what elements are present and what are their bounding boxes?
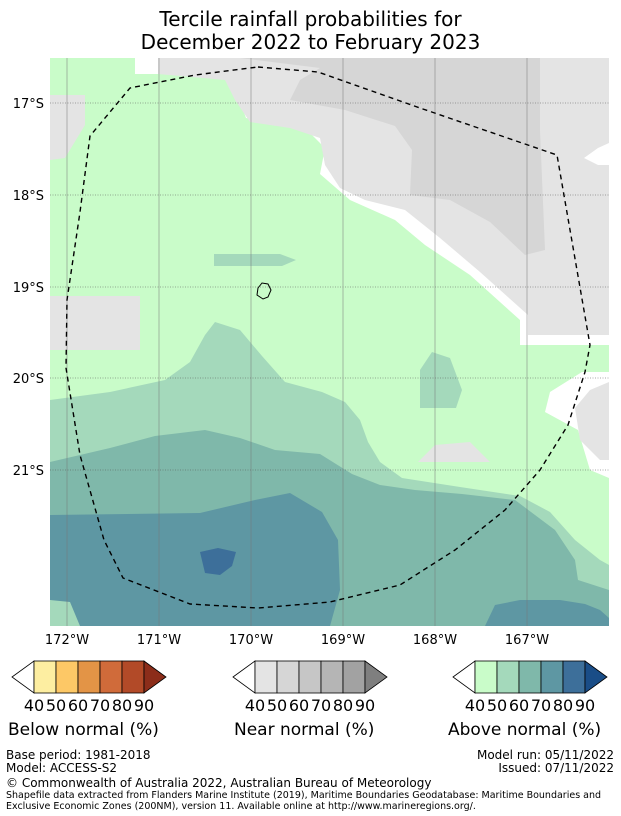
below-segment [77, 660, 101, 694]
above-normal-label: Above normal (%) [448, 720, 602, 740]
near-tick-40: 40 [245, 696, 265, 715]
above-50-patch-north [214, 254, 296, 266]
above-segment [562, 660, 586, 694]
base-period-text: Base period: 1981-2018 [6, 748, 151, 762]
lon-label-168w: 168°W [413, 633, 457, 648]
below-tick-70: 70 [90, 696, 110, 715]
above-normal-colorbar [452, 660, 608, 694]
island-outline [256, 282, 272, 300]
below-normal-label: Below normal (%) [8, 720, 159, 740]
above-70-region-south-east [485, 600, 609, 626]
below-tick-50: 50 [46, 696, 66, 715]
shapefile-credit-line-1: Shapefile data extracted from Flanders M… [6, 790, 602, 801]
below-tick-90: 90 [134, 696, 154, 715]
model-text: Model: ACCESS-S2 [6, 761, 118, 775]
below-segment [99, 660, 123, 694]
above-tick-90: 90 [575, 696, 595, 715]
lat-label-20s: 20°S [13, 372, 44, 387]
above-segment [496, 660, 520, 694]
near-segment [298, 660, 322, 694]
near-low-extension [232, 660, 256, 694]
above-tick-60: 60 [509, 696, 529, 715]
below-tick-40: 40 [24, 696, 44, 715]
lat-label-19s: 19°S [13, 281, 44, 296]
copyright-text: © Commonwealth of Australia 2022, Austra… [6, 776, 432, 790]
near-40-region-west-1 [50, 95, 85, 160]
lon-label-167w: 167°W [505, 633, 549, 648]
below-segment [55, 660, 79, 694]
near-40-region-south-island [418, 442, 490, 462]
near-segment [320, 660, 344, 694]
above-segment [518, 660, 542, 694]
below-tick-60: 60 [68, 696, 88, 715]
shapefile-credit-line-2: Exclusive Economic Zones (200NM), versio… [6, 801, 476, 812]
above-tick-80: 80 [553, 696, 573, 715]
above-segment [540, 660, 564, 694]
below-normal-colorbar [11, 660, 167, 694]
near-segment [342, 660, 366, 694]
near-tick-60: 60 [289, 696, 309, 715]
above-low-extension [452, 660, 476, 694]
below-segment [33, 660, 57, 694]
above-high-extension [584, 660, 608, 694]
lon-label-169w: 169°W [321, 633, 365, 648]
near-40-region-west-2 [50, 296, 140, 350]
near-normal-colorbar [232, 660, 388, 694]
above-tick-70: 70 [531, 696, 551, 715]
above-70-region [50, 493, 340, 626]
map-title-line-1: Tercile rainfall probabilities for [159, 7, 462, 31]
near-tick-70: 70 [311, 696, 331, 715]
near-normal-label: Near normal (%) [234, 720, 375, 740]
near-40-region-east [575, 382, 609, 460]
above-tick-40: 40 [465, 696, 485, 715]
below-tick-80: 80 [112, 696, 132, 715]
near-tick-50: 50 [267, 696, 287, 715]
lat-label-17s: 17°S [13, 97, 44, 112]
lat-label-21s: 21°S [13, 464, 44, 479]
near-tick-90: 90 [355, 696, 375, 715]
lon-label-170w: 170°W [229, 633, 273, 648]
below-high-extension [143, 660, 167, 694]
above-tick-50: 50 [487, 696, 507, 715]
below-low-extension [11, 660, 35, 694]
issued-text: Issued: 07/11/2022 [498, 761, 614, 775]
map-gridlines [50, 102, 609, 471]
above-segment [474, 660, 498, 694]
above-80-patch [200, 548, 236, 575]
near-segment [254, 660, 278, 694]
above-70-region-south-west [50, 600, 80, 626]
map-title-line-2: December 2022 to February 2023 [140, 30, 481, 54]
lat-label-18s: 18°S [13, 189, 44, 204]
eez-boundary [65, 66, 591, 609]
near-tick-80: 80 [333, 696, 353, 715]
near-50-region [240, 58, 545, 255]
below-segment [121, 660, 145, 694]
near-high-extension [364, 660, 388, 694]
above-50-patch-east [420, 352, 462, 408]
lon-label-171w: 171°W [137, 633, 181, 648]
model-run-text: Model run: 05/11/2022 [476, 748, 614, 762]
near-segment [276, 660, 300, 694]
lon-label-172w: 172°W [45, 633, 89, 648]
